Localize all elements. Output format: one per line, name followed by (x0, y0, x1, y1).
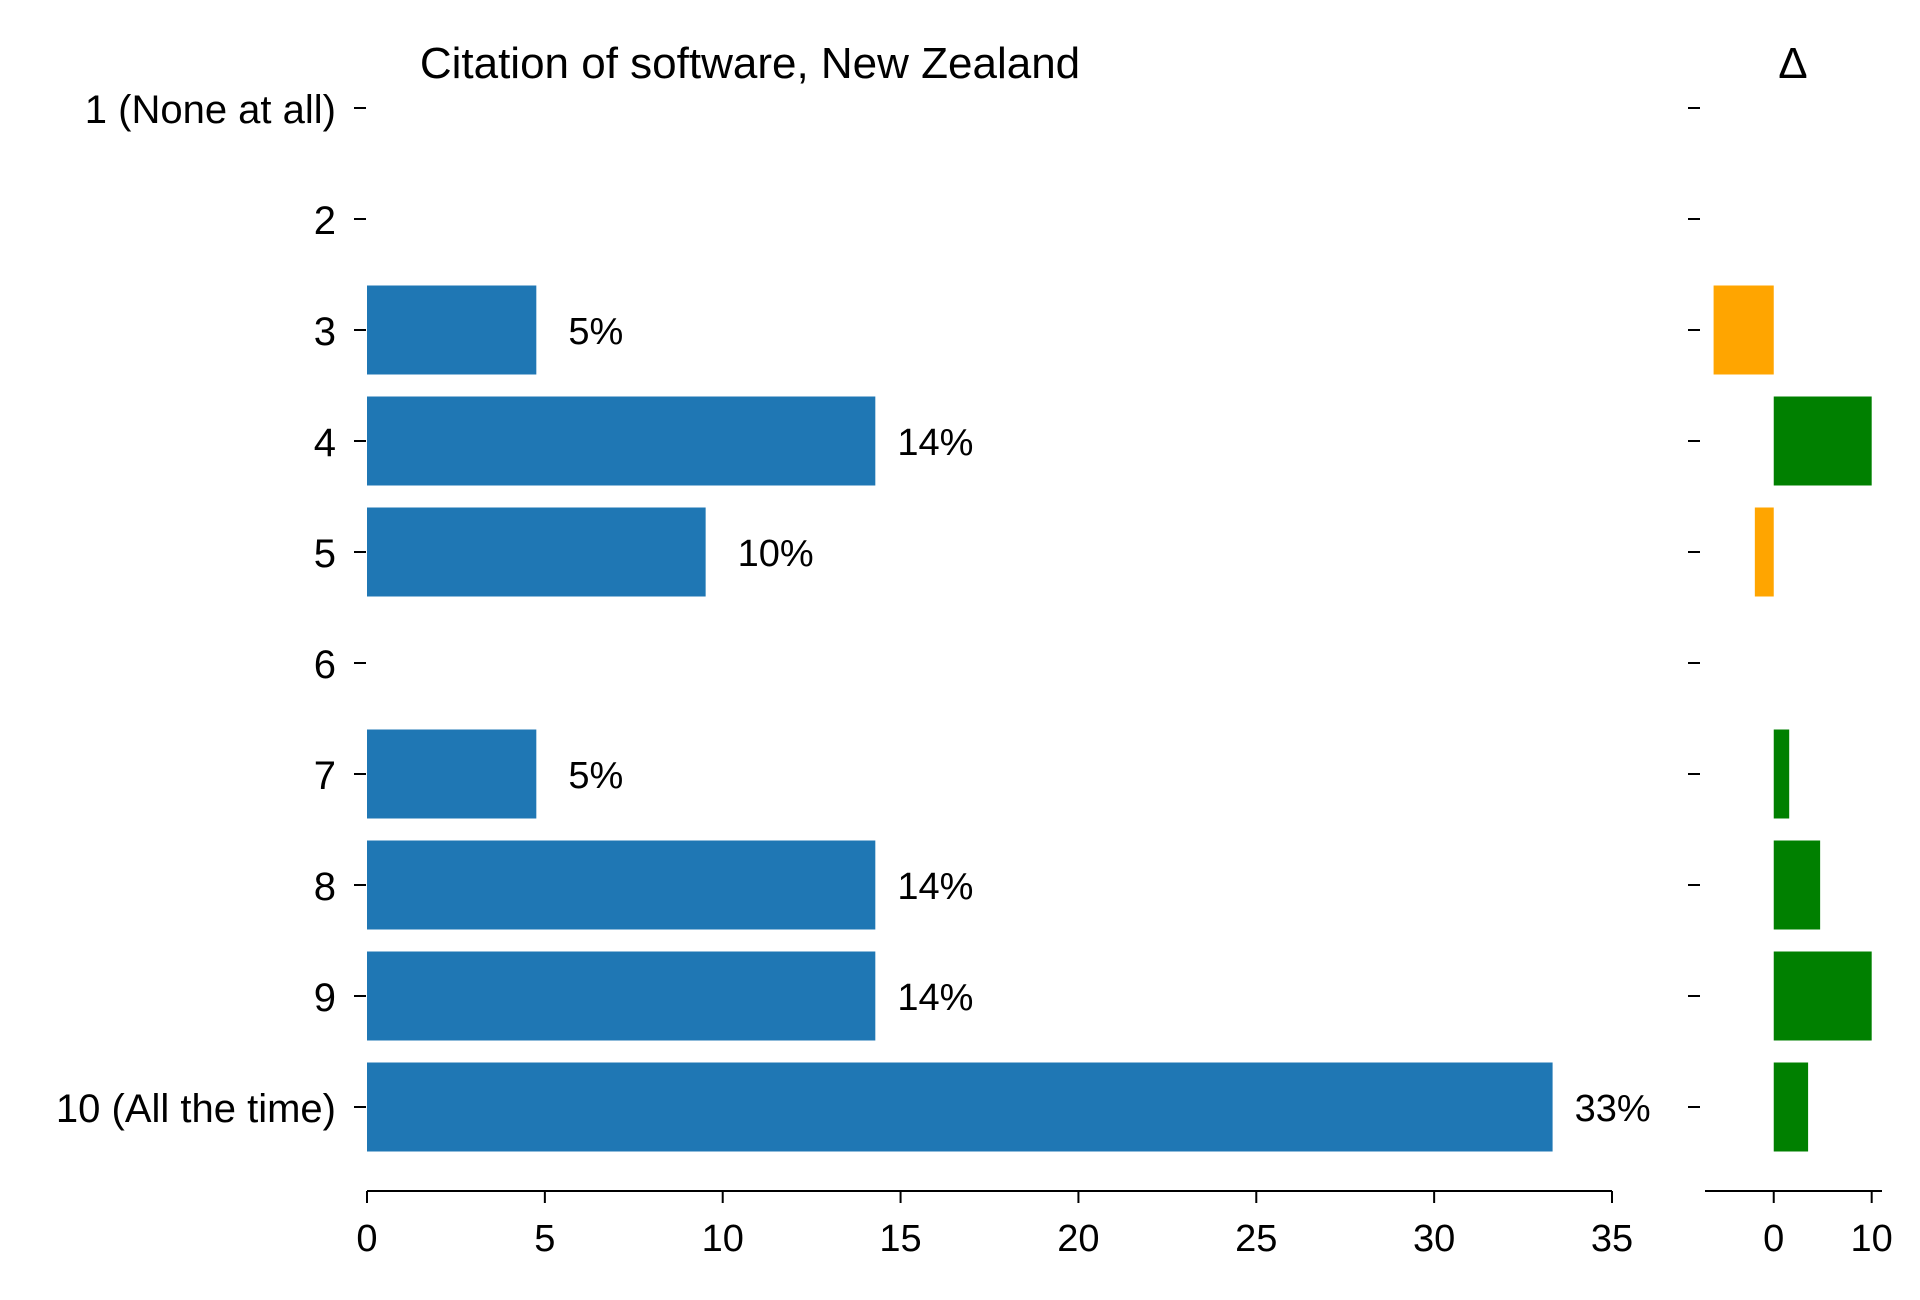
y-tick-label: 8 (314, 865, 336, 909)
main-bar-panel: Citation of software, New Zealand 1 (Non… (56, 39, 1651, 1260)
delta-x-tick-label: 10 (1851, 1218, 1893, 1260)
data-label: 33% (1575, 1088, 1651, 1130)
x-tick-label: 15 (879, 1218, 921, 1260)
bar (367, 396, 876, 486)
bar (367, 285, 537, 375)
x-tick-label: 25 (1235, 1218, 1277, 1260)
bar (367, 1062, 1553, 1152)
data-label: 5% (568, 755, 623, 797)
delta-bar-positive (1773, 396, 1872, 486)
data-label: 10% (738, 533, 814, 575)
y-tick-label: 9 (314, 976, 336, 1020)
y-tick-label: 1 (None at all) (85, 88, 336, 132)
y-tick-label: 3 (314, 310, 336, 354)
y-tick-label: 2 (314, 199, 336, 243)
data-label: 5% (568, 311, 623, 353)
x-tick-label: 30 (1413, 1218, 1455, 1260)
y-tick-label: 4 (314, 421, 336, 465)
y-tick-label: 7 (314, 754, 336, 798)
x-tick-label: 5 (534, 1218, 555, 1260)
x-tick-label: 10 (702, 1218, 744, 1260)
chart-title: Citation of software, New Zealand (420, 39, 1080, 88)
data-label: 14% (897, 866, 973, 908)
data-label: 14% (897, 977, 973, 1019)
delta-bar-positive (1773, 729, 1790, 819)
bar (367, 951, 876, 1041)
delta-bar-positive (1773, 1062, 1809, 1152)
y-tick-label: 5 (314, 532, 336, 576)
delta-title: Δ (1778, 39, 1807, 88)
bar (367, 729, 537, 819)
x-tick-label: 0 (356, 1218, 377, 1260)
bar (367, 507, 706, 597)
delta-bar-positive (1773, 951, 1872, 1041)
x-tick-label: 20 (1057, 1218, 1099, 1260)
bar (367, 840, 876, 930)
delta-x-tick-label: 0 (1763, 1218, 1784, 1260)
delta-bar-negative (1754, 507, 1774, 597)
x-tick-label: 35 (1591, 1218, 1633, 1260)
delta-bar-negative (1713, 285, 1774, 375)
y-tick-label: 10 (All the time) (56, 1087, 336, 1131)
delta-bar-panel: Δ 0 10 (1688, 39, 1893, 1260)
data-label: 14% (897, 422, 973, 464)
delta-bar-positive (1773, 840, 1821, 930)
y-tick-label: 6 (314, 643, 336, 687)
